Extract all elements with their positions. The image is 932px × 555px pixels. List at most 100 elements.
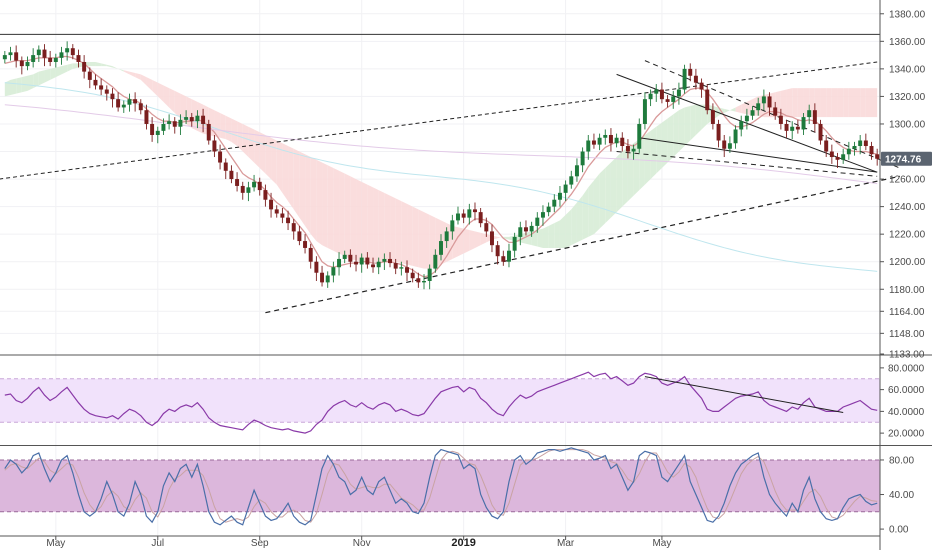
- ichimoku-cloud-segment: [293, 148, 300, 218]
- trend-line-wedge-dashed: [644, 60, 901, 169]
- ichimoku-cloud-segment: [661, 118, 668, 169]
- ichimoku-cloud-segment: [72, 63, 79, 69]
- price-tick-label: 1320.00: [889, 92, 926, 103]
- price-tick-label: 1240.00: [889, 202, 926, 213]
- ichimoku-cloud-segment: [610, 157, 617, 218]
- ichimoku-cloud-segment: [695, 104, 702, 135]
- ichimoku-cloud-segment: [169, 88, 175, 113]
- candle-body: [489, 231, 494, 246]
- ichimoku-cloud-segment: [480, 232, 487, 246]
- stoch-tick-label: 0.00: [889, 525, 909, 536]
- ichimoku-cloud-segment: [50, 67, 56, 80]
- ichimoku-cloud-segment: [390, 195, 396, 262]
- ichimoku-cloud-segment: [288, 146, 294, 210]
- ichimoku-cloud-segment: [339, 170, 345, 257]
- candle-body: [846, 148, 851, 155]
- price-tick-label: 1180.00: [889, 285, 925, 296]
- candle-body: [739, 121, 744, 130]
- ichimoku-cloud-segment: [378, 190, 385, 262]
- candle-body: [206, 123, 211, 141]
- candle-body: [444, 231, 449, 242]
- ichimoku-cloud-segment: [180, 93, 187, 124]
- candle-body: [116, 99, 121, 108]
- candle-body: [297, 231, 302, 242]
- ichimoku-cloud-segment: [186, 96, 192, 129]
- candle-body: [25, 61, 30, 67]
- candle-body: [722, 140, 727, 149]
- ichimoku-cloud-segment: [55, 66, 62, 78]
- candle-body: [546, 206, 551, 213]
- candle-body: [540, 212, 545, 218]
- ichimoku-cloud-segment: [299, 151, 306, 226]
- candle-body: [127, 99, 132, 105]
- ichimoku-cloud-segment: [865, 88, 872, 118]
- ichimoku-cloud-segment: [197, 101, 204, 134]
- ichimoku-cloud-segment: [282, 143, 289, 202]
- candle-body: [48, 57, 53, 62]
- time-tick-label: 2019: [451, 537, 475, 549]
- rsi-tick-label: 60.0000: [888, 385, 925, 396]
- candle-body: [348, 254, 353, 262]
- candle-body: [104, 89, 109, 94]
- ichimoku-cloud-segment: [786, 88, 793, 118]
- ichimoku-cloud-segment: [265, 134, 272, 180]
- ichimoku-cloud-segment: [44, 68, 51, 83]
- candle-body: [767, 96, 772, 108]
- ichimoku-cloud-segment: [16, 77, 22, 94]
- candle-body: [172, 121, 177, 127]
- ichimoku-cloud-segment: [571, 202, 577, 246]
- ichimoku-cloud-segment: [576, 195, 583, 243]
- price-tick-label: 1340.00: [889, 64, 926, 75]
- candle-body: [580, 151, 585, 166]
- ichimoku-cloud-segment: [667, 114, 674, 163]
- ichimoku-cloud-segment: [622, 147, 628, 207]
- candle-body: [518, 227, 523, 237]
- ichimoku-cloud-segment: [10, 78, 17, 96]
- ichimoku-cloud-segment: [327, 165, 334, 251]
- rsi-band: [0, 378, 880, 423]
- candle-body: [569, 176, 574, 185]
- ichimoku-cloud-segment: [599, 168, 606, 229]
- ichimoku-cloud-segment: [344, 173, 351, 259]
- ichimoku-cloud-segment: [684, 106, 691, 147]
- candle-body: [676, 89, 681, 97]
- candle-body: [858, 140, 863, 147]
- candle-body: [801, 117, 806, 130]
- candle-body: [693, 75, 698, 83]
- candle-body: [184, 117, 189, 120]
- candle-body: [603, 134, 608, 138]
- ichimoku-cloud-segment: [112, 66, 119, 69]
- ichimoku-cloud-segment: [854, 88, 861, 118]
- ichimoku-cloud-segment: [792, 88, 798, 118]
- ichimoku-cloud-segment: [843, 88, 849, 118]
- candle-body: [93, 79, 98, 86]
- ichimoku-cloud-segment: [310, 157, 317, 242]
- candle-body: [167, 121, 172, 124]
- ichimoku-cloud-segment: [305, 154, 311, 235]
- candle-body: [382, 258, 387, 262]
- candle-body: [31, 55, 36, 62]
- price-tick-label: 1133.00: [889, 350, 925, 361]
- ichimoku-cloud-segment: [418, 209, 425, 269]
- ichimoku-cloud-segment: [582, 187, 589, 240]
- ichimoku-cloud-segment: [803, 88, 810, 118]
- ichimoku-cloud-segment: [559, 214, 566, 248]
- candle-body: [671, 96, 676, 102]
- candle-body: [818, 123, 823, 141]
- candle-body: [495, 245, 500, 257]
- candle-body: [824, 140, 829, 152]
- candle-body: [523, 227, 528, 232]
- candle-body: [648, 93, 653, 100]
- candle-body: [790, 126, 795, 131]
- ma-line-long: [4, 82, 878, 272]
- ichimoku-cloud-segment: [797, 88, 804, 118]
- ichimoku-cloud-segment: [401, 201, 408, 265]
- candle-body: [654, 89, 659, 94]
- ichimoku-cloud-segment: [152, 79, 158, 97]
- candle-body: [269, 199, 274, 210]
- ichimoku-cloud-segment: [735, 104, 742, 113]
- rsi-line: [4, 371, 878, 434]
- ichimoku-cloud-segment: [27, 74, 34, 91]
- ichimoku-cloud-segment: [741, 101, 747, 115]
- candle-body: [229, 170, 234, 180]
